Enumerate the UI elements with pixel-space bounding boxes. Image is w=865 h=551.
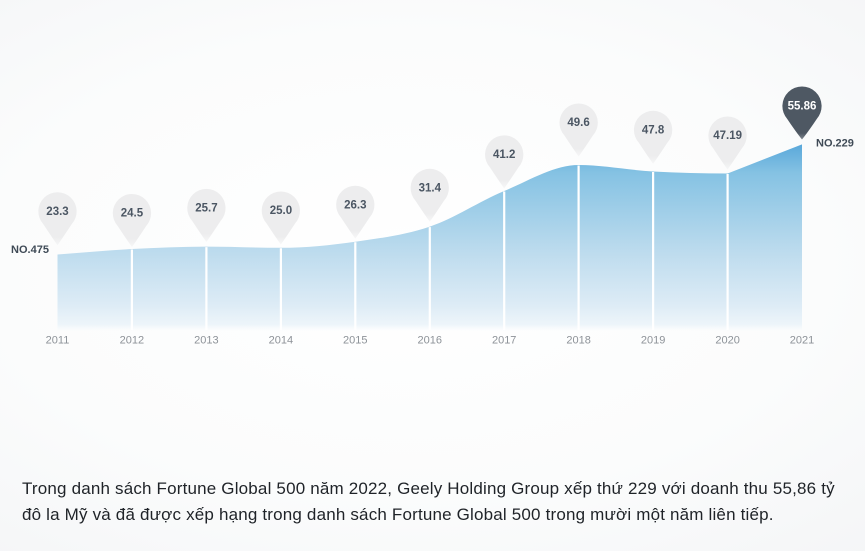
svg-text:25.7: 25.7 bbox=[195, 203, 217, 215]
svg-text:NO.229: NO.229 bbox=[816, 138, 854, 150]
svg-text:2019: 2019 bbox=[641, 335, 665, 347]
svg-text:NO.475: NO.475 bbox=[11, 244, 49, 256]
svg-text:2018: 2018 bbox=[566, 335, 590, 347]
svg-text:41.2: 41.2 bbox=[493, 149, 515, 161]
svg-text:2016: 2016 bbox=[418, 335, 442, 347]
svg-text:2014: 2014 bbox=[269, 335, 293, 347]
svg-text:2011: 2011 bbox=[46, 335, 70, 347]
svg-text:25.0: 25.0 bbox=[270, 205, 292, 217]
svg-text:2020: 2020 bbox=[715, 335, 739, 347]
svg-text:49.6: 49.6 bbox=[567, 117, 589, 129]
svg-text:2017: 2017 bbox=[492, 335, 516, 347]
svg-text:55.86: 55.86 bbox=[788, 101, 817, 113]
svg-text:2021: 2021 bbox=[790, 335, 814, 347]
svg-text:47.19: 47.19 bbox=[713, 130, 742, 142]
svg-text:2012: 2012 bbox=[120, 335, 144, 347]
svg-text:23.3: 23.3 bbox=[46, 206, 68, 218]
svg-text:2013: 2013 bbox=[194, 335, 218, 347]
svg-text:26.3: 26.3 bbox=[344, 199, 366, 211]
svg-text:2015: 2015 bbox=[343, 335, 367, 347]
svg-text:24.5: 24.5 bbox=[121, 208, 144, 220]
svg-text:31.4: 31.4 bbox=[419, 183, 442, 195]
svg-text:47.8: 47.8 bbox=[642, 124, 665, 136]
